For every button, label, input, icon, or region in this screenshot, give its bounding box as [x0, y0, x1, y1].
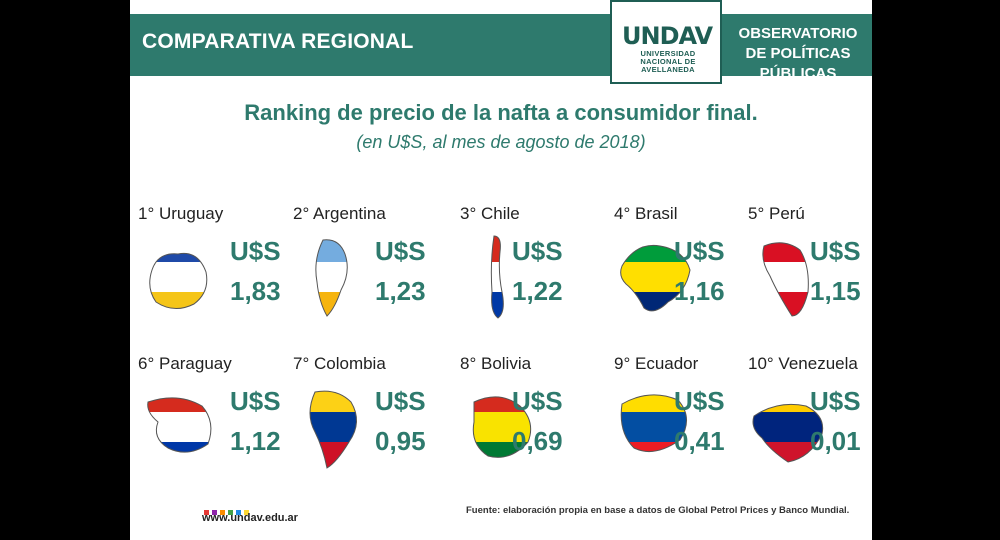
country-card: 6° Paraguay U$S 1,12 [138, 354, 281, 484]
chart-title: Ranking de precio de la nafta a consumid… [244, 100, 758, 125]
currency-label: U$S [230, 236, 281, 266]
currency-label: U$S [674, 386, 725, 416]
country-rank-label: 2° Argentina [293, 204, 386, 223]
country-map-icon [309, 390, 357, 469]
price-value: 1,16 [674, 276, 725, 306]
currency-label: U$S [512, 236, 563, 266]
brand-dot [212, 510, 217, 515]
country-rank-label: 4° Brasil [614, 204, 678, 223]
logo-mark: UNDAV [622, 22, 713, 50]
currency-label: U$S [810, 236, 861, 266]
undav-logo: UNDAV UNIVERSIDAD NACIONAL DE AVELLANEDA [610, 0, 722, 84]
section-title: COMPARATIVA REGIONAL [142, 30, 414, 53]
brand-dots [204, 502, 252, 520]
country-rank-label: 8° Bolivia [460, 354, 532, 373]
logo-subtitle: UNIVERSIDAD NACIONAL DE AVELLANEDA [640, 49, 696, 74]
country-card: 8° Bolivia U$S 0,69 [460, 354, 600, 484]
country-map-icon [752, 403, 824, 463]
country-card: 9° Ecuador U$S 0,41 [614, 354, 754, 484]
observatory-title: OBSERVATORIO DE POLÍTICAS PÚBLICAS [738, 25, 858, 82]
country-card: 2° Argentina U$S 1,23 [293, 204, 433, 334]
price-value: 1,23 [375, 276, 426, 306]
country-map-icon [490, 235, 504, 319]
country-rank-label: 7° Colombia [293, 354, 386, 373]
country-map-icon [149, 252, 208, 309]
country-map-icon [762, 242, 809, 317]
infographic: COMPARATIVA REGIONAL UNDAV UNIVERSIDAD N… [130, 0, 872, 540]
country-rank-label: 3° Chile [460, 204, 520, 223]
currency-label: U$S [674, 236, 725, 266]
country-map-icon [620, 394, 687, 453]
footer-source: Fuente: elaboración propia en base a dat… [466, 505, 850, 516]
country-card: 1° Uruguay U$S 1,83 [138, 204, 281, 334]
country-card: 10° Venezuela U$S 0,01 [748, 354, 872, 484]
country-card: 7° Colombia U$S 0,95 [293, 354, 433, 484]
price-value: 1,22 [512, 276, 563, 306]
country-card: 3° Chile U$S 1,22 [460, 204, 600, 334]
country-card: 5° Perú U$S 1,15 [748, 204, 872, 334]
price-value: 1,15 [810, 276, 861, 306]
country-rank-label: 5° Perú [748, 204, 805, 223]
currency-label: U$S [810, 386, 861, 416]
price-value: 0,95 [375, 426, 426, 456]
country-rank-label: 10° Venezuela [748, 354, 858, 373]
brand-dot [228, 510, 233, 515]
brand-dot [244, 510, 249, 515]
brand-dot [204, 510, 209, 515]
price-value: 0,69 [512, 426, 563, 456]
country-map-icon [472, 396, 532, 458]
price-value: 0,41 [674, 426, 725, 456]
brand-dot [236, 510, 241, 515]
currency-label: U$S [512, 386, 563, 416]
price-value: 1,12 [230, 426, 281, 456]
country-map-icon [147, 397, 212, 453]
currency-label: U$S [375, 386, 426, 416]
country-map-icon [315, 239, 348, 317]
price-value: 1,83 [230, 276, 281, 306]
country-rank-label: 6° Paraguay [138, 354, 232, 373]
brand-dot [220, 510, 225, 515]
country-rank-label: 1° Uruguay [138, 204, 224, 223]
currency-label: U$S [230, 386, 281, 416]
country-map-icon [620, 244, 691, 312]
chart-subtitle: (en U$S, al mes de agosto de 2018) [356, 132, 646, 152]
price-value: 0,01 [810, 426, 861, 456]
currency-label: U$S [375, 236, 426, 266]
header-band [130, 14, 872, 76]
footer-url[interactable]: www.undav.edu.ar [202, 512, 298, 524]
country-rank-label: 9° Ecuador [614, 354, 699, 373]
country-card: 4° Brasil U$S 1,16 [614, 204, 754, 334]
